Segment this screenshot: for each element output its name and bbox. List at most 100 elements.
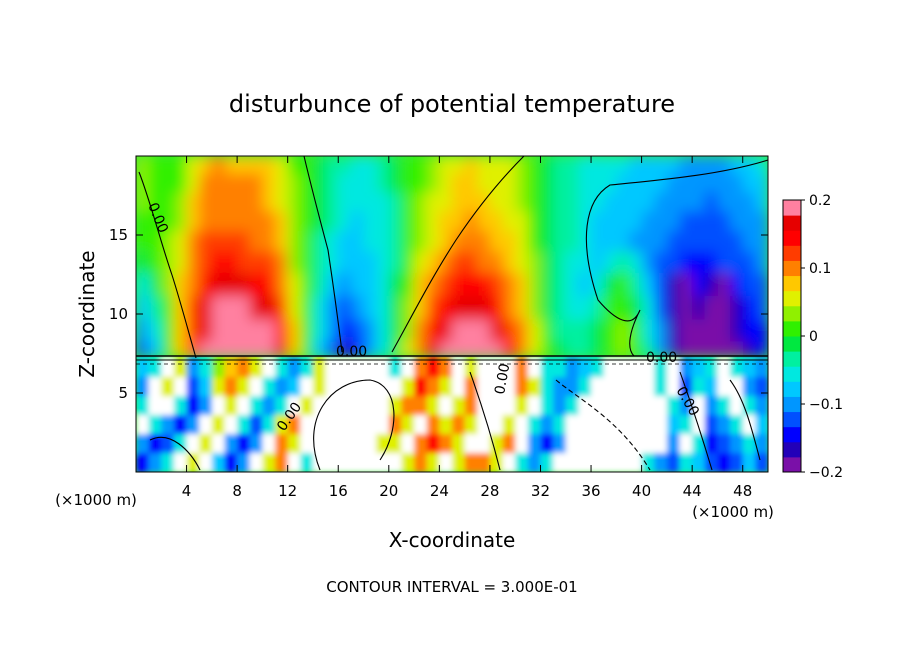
heatmap-cell: [186, 434, 200, 454]
heatmap-cell: [704, 341, 719, 358]
heatmap-cell: [692, 272, 706, 297]
heatmap-cell: [161, 211, 175, 232]
heatmap-cell: [489, 415, 504, 435]
heatmap-cell: [679, 319, 693, 343]
heatmap-cell: [603, 211, 617, 232]
chart-title: disturbunce of potential temperature: [229, 90, 675, 118]
heatmap-cell: [515, 415, 529, 435]
heatmap-cell: [452, 341, 466, 358]
heatmap-cell: [148, 173, 162, 193]
heatmap-cell: [666, 251, 681, 274]
heatmap-cell: [464, 211, 478, 232]
heatmap-cell: [591, 156, 605, 174]
heatmap-cell: [464, 319, 478, 343]
heatmap-cell: [237, 319, 251, 343]
heatmap-cell: [628, 434, 643, 454]
heatmap-cell: [692, 192, 706, 212]
heatmap-cell: [186, 192, 200, 212]
heatmap-cell: [325, 453, 339, 472]
contour-lower-3: [469, 371, 501, 471]
x-tick-label: 16: [329, 482, 348, 500]
heatmap-cell: [527, 192, 542, 212]
heatmap-cell: [439, 434, 453, 454]
heatmap-cell: [148, 453, 162, 472]
heatmap-cell: [312, 173, 327, 193]
heatmap-cell: [452, 295, 466, 321]
heatmap-cell: [249, 319, 263, 343]
heatmap-cell: [388, 192, 403, 212]
colorbar-swatch: [783, 320, 801, 337]
heatmap-cell: [641, 396, 655, 416]
heatmap-cell: [186, 453, 200, 472]
heatmap-cell: [350, 272, 365, 297]
heatmap-cell: [211, 295, 226, 321]
heatmap-cell: [527, 341, 542, 358]
heatmap-cell: [591, 192, 605, 212]
heatmap-cell: [603, 192, 617, 212]
heatmap-cell: [717, 434, 731, 454]
heatmap-cell: [363, 396, 377, 416]
heatmap-cell: [414, 377, 428, 397]
heatmap-cell: [452, 434, 466, 454]
heatmap-cell: [136, 377, 150, 397]
heatmap-cell: [553, 434, 567, 454]
heatmap-cell: [161, 173, 175, 193]
heatmap-cell: [755, 341, 768, 358]
heatmap-cell: [401, 453, 415, 472]
colorbar-swatch: [783, 336, 801, 352]
heatmap-cell: [388, 156, 403, 174]
colorbar-tick-label: 0: [809, 329, 818, 345]
heatmap-cell: [502, 356, 516, 378]
heatmap-cell: [717, 173, 731, 193]
x-tick-label: 24: [430, 482, 449, 500]
heatmap-cell: [414, 319, 428, 343]
heatmap-cell: [186, 231, 200, 253]
x-tick-label: 40: [632, 482, 651, 500]
heatmap-cell: [224, 251, 238, 274]
heatmap-cell: [148, 295, 162, 321]
colorbar-swatch: [783, 396, 801, 413]
heatmap-cell: [616, 272, 630, 297]
heatmap-cell: [666, 272, 681, 297]
heatmap-cell: [275, 377, 289, 397]
heatmap-cell: [666, 377, 681, 397]
heatmap-cell: [464, 341, 478, 358]
heatmap-cell: [641, 453, 655, 472]
x-axis: 4 8 12 16 20 24 28 32 36 40 44 48: [182, 156, 752, 500]
heatmap-cell: [161, 341, 175, 358]
colorbar-swatch: [783, 426, 801, 443]
heatmap-cell: [224, 453, 238, 472]
heatmap-cell: [237, 295, 251, 321]
heatmap-cell: [654, 192, 668, 212]
heatmap-cell: [287, 434, 301, 454]
heatmap-cell: [578, 272, 592, 297]
heatmap-cell: [616, 192, 630, 212]
heatmap-cell: [376, 356, 390, 378]
heatmap-cell: [199, 156, 213, 174]
heatmap-cell: [591, 319, 605, 343]
heatmap-cell: [300, 251, 314, 274]
heatmap-cell: [477, 156, 491, 174]
heatmap-cell: [350, 396, 365, 416]
heatmap-cell: [275, 319, 289, 343]
heatmap-cell: [173, 434, 188, 454]
contour-lower-5: [679, 371, 713, 471]
heatmap-cell: [439, 211, 453, 232]
heatmap-cell: [136, 156, 150, 174]
heatmap-cell: [730, 251, 744, 274]
heatmap-cell: [704, 295, 719, 321]
heatmap-cell: [666, 434, 681, 454]
heatmap-cell: [603, 453, 617, 472]
heatmap-cell: [755, 272, 768, 297]
heatmap-cell: [591, 211, 605, 232]
heatmap-cell: [679, 434, 693, 454]
heatmap-cell: [540, 434, 554, 454]
heatmap-cell: [186, 396, 200, 416]
heatmap-cell: [527, 272, 542, 297]
heatmap-cell: [237, 453, 251, 472]
heatmap-cell: [388, 396, 403, 416]
heatmap-cell: [338, 295, 352, 321]
heatmap-cell: [452, 211, 466, 232]
heatmap-cell: [666, 341, 681, 358]
heatmap-cell: [755, 377, 768, 397]
